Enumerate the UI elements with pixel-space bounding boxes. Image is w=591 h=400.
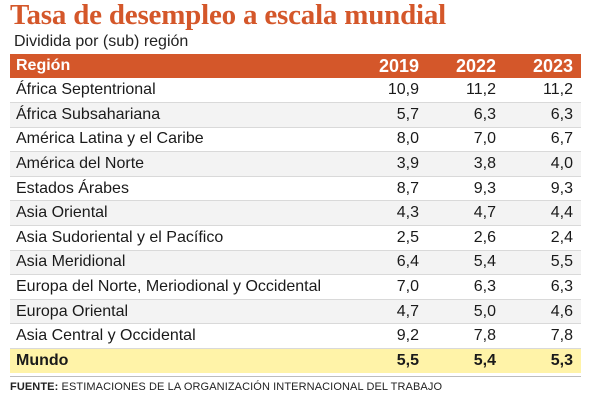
data-label-2022: 2,6 bbox=[427, 225, 504, 251]
data-label-2023: 6,7 bbox=[504, 127, 581, 153]
table-row: Estados Árabes 8,7 9,3 9,3 bbox=[10, 176, 581, 202]
region-label: Europa del Norte, Meriodional y Occident… bbox=[10, 274, 350, 300]
data-label-2019: 2,5 bbox=[350, 225, 427, 251]
data-label-2019: 7,0 bbox=[350, 274, 427, 300]
chart-title: Tasa de desempleo a escala mundial bbox=[10, 0, 447, 31]
source-text: ESTIMACIONES DE LA ORGANIZACIÓN INTERNAC… bbox=[61, 381, 443, 393]
table-row: África Subsahariana 5,7 6,3 6,3 bbox=[10, 102, 581, 128]
data-label-2019: 5,7 bbox=[350, 102, 427, 128]
data-label-2019: 4,7 bbox=[350, 299, 427, 325]
column-header-2022: 2022 bbox=[455, 55, 496, 76]
column-header-2019: 2019 bbox=[378, 55, 419, 76]
header-row: Región 2019 2022 2023 bbox=[10, 54, 581, 78]
region-label: Asia Central y Occidental bbox=[10, 323, 350, 350]
column-header-2023: 2023 bbox=[532, 55, 573, 76]
region-label: África Subsahariana bbox=[10, 102, 350, 128]
chart-subtitle: Dividida por (sub) región bbox=[14, 33, 189, 50]
data-label-2019: 4,3 bbox=[350, 200, 427, 227]
data-label-2023: 2,4 bbox=[504, 225, 581, 251]
region-label: África Septentrional bbox=[10, 78, 350, 104]
data-label-2023: 4,0 bbox=[504, 151, 581, 177]
data-label-2023: 6,3 bbox=[504, 102, 581, 128]
table-row: Asia Central y Occidental 9,2 7,8 7,8 bbox=[10, 323, 581, 350]
data-label-2023: 6,3 bbox=[504, 274, 581, 300]
data-label-2022: 6,3 bbox=[427, 102, 504, 128]
data-label-2022: 5,4 bbox=[427, 250, 504, 276]
region-label: Asia Sudoriental y el Pacífico bbox=[10, 225, 350, 251]
region-label: Asia Meridional bbox=[10, 250, 350, 276]
region-label: Asia Oriental bbox=[10, 200, 350, 227]
table-row: Europa del Norte, Meriodional y Occident… bbox=[10, 274, 581, 300]
data-label-2022: 3,8 bbox=[427, 151, 504, 177]
source-label: FUENTE: bbox=[10, 381, 59, 393]
data-label-2022: 5,0 bbox=[427, 299, 504, 325]
data-label-2023: 9,3 bbox=[504, 176, 581, 202]
source-note: FUENTE: ESTIMACIONES DE LA ORGANIZACIÓN … bbox=[10, 380, 442, 394]
table-row: Asia Oriental 4,3 4,7 4,4 bbox=[10, 200, 581, 227]
table-row: Asia Meridional 6,4 5,4 5,5 bbox=[10, 250, 581, 276]
data-label-2022: 6,3 bbox=[427, 274, 504, 300]
data-label-2023: 4,4 bbox=[504, 200, 581, 227]
data-label-2019: 8,0 bbox=[350, 127, 427, 153]
data-label-2023: 5,5 bbox=[504, 250, 581, 276]
data-label-2022: 9,3 bbox=[427, 176, 504, 202]
total-label-2023: 5,3 bbox=[504, 348, 581, 374]
region-label: América del Norte bbox=[10, 151, 350, 177]
table-body: África Septentrional 10,9 11,2 11,2 África S… bbox=[10, 78, 581, 374]
table-header: Región 2019 2022 2023 bbox=[10, 54, 581, 78]
data-label-2022: 4,7 bbox=[427, 200, 504, 227]
data-label-2023: 4,6 bbox=[504, 299, 581, 325]
table-row: América Latina y el Caribe 8,0 7,0 6,7 bbox=[10, 127, 581, 153]
data-label-2019: 10,9 bbox=[350, 78, 427, 104]
total-label-2022: 5,4 bbox=[427, 348, 504, 374]
data-label-2022: 7,0 bbox=[427, 127, 504, 153]
source-divider bbox=[10, 376, 581, 377]
total-region-label: Mundo bbox=[10, 348, 350, 374]
unemployment-table: Región 2019 2022 2023 África Septentrion… bbox=[10, 54, 581, 374]
table-row: Asia Sudoriental y el Pacífico 2,5 2,6 2,4 bbox=[10, 225, 581, 251]
data-label-2022: 11,2 bbox=[427, 78, 504, 104]
column-header-region: Región bbox=[16, 57, 71, 74]
data-label-2019: 9,2 bbox=[350, 323, 427, 350]
region-label: América Latina y el Caribe bbox=[10, 127, 350, 153]
data-label-2019: 3,9 bbox=[350, 151, 427, 177]
table-row: Europa Oriental 4,7 5,0 4,6 bbox=[10, 299, 581, 325]
total-label-2019: 5,5 bbox=[350, 348, 427, 374]
data-label-2023: 11,2 bbox=[504, 78, 581, 104]
region-label: Estados Árabes bbox=[10, 176, 350, 202]
region-label: Europa Oriental bbox=[10, 299, 350, 325]
data-label-2019: 8,7 bbox=[350, 176, 427, 202]
table-row: América del Norte 3,9 3,8 4,0 bbox=[10, 151, 581, 177]
table-row: África Septentrional 10,9 11,2 11,2 bbox=[10, 78, 581, 104]
data-label-2022: 7,8 bbox=[427, 323, 504, 350]
total-row: Mundo 5,5 5,4 5,3 bbox=[10, 348, 581, 374]
data-label-2019: 6,4 bbox=[350, 250, 427, 276]
data-label-2023: 7,8 bbox=[504, 323, 581, 350]
